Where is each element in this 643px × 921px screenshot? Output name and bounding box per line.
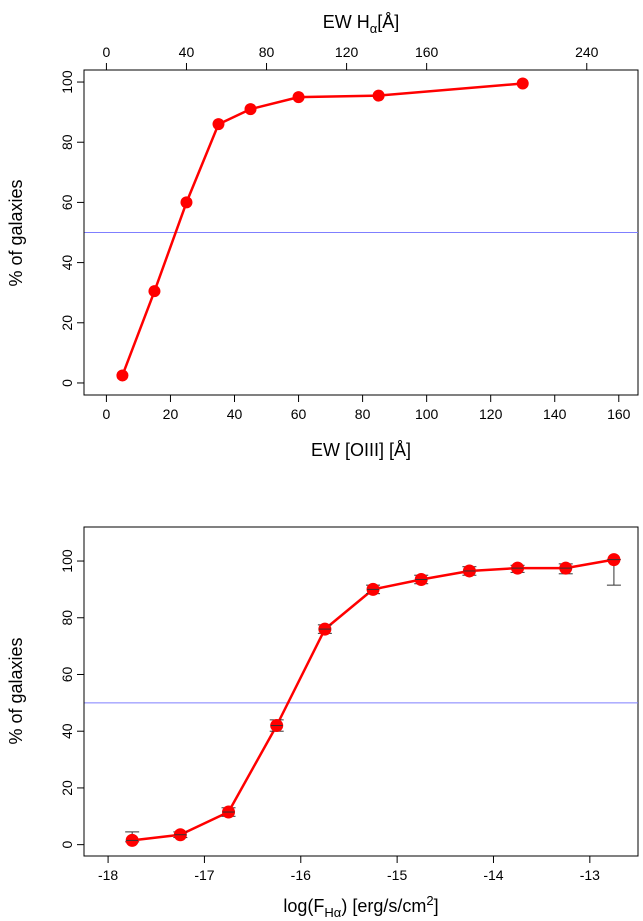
y-tick-label: 80 [59, 610, 75, 626]
x-tick-label: 100 [415, 406, 439, 422]
x-tick-label: -14 [483, 867, 503, 883]
top-y-ticks: 0 20 40 60 80 100 [59, 70, 85, 387]
x-tick-label: -13 [580, 867, 600, 883]
x-top-tick-label: 120 [335, 44, 359, 60]
y-tick-label: 100 [59, 70, 75, 94]
data-point [148, 285, 161, 298]
y-tick-label: 40 [59, 723, 75, 739]
y-tick-label: 80 [59, 134, 75, 150]
y-tick-label: 40 [59, 255, 75, 271]
data-point [244, 103, 257, 116]
y-tick-label: 100 [59, 549, 75, 573]
x-tick-label: 160 [607, 406, 631, 422]
top-series-points [116, 77, 529, 382]
x-tick-label: 0 [103, 406, 111, 422]
top-x-top-ticks: 0 40 80 120 160 240 [103, 44, 599, 71]
top-x-axis-title: EW [OIII] [Å] [311, 440, 411, 460]
bottom-series-line [132, 558, 615, 842]
bottom-error-bars [125, 559, 621, 843]
x-tick-label: 20 [163, 406, 179, 422]
x-tick-label: 60 [291, 406, 307, 422]
y-tick-label: 0 [59, 379, 75, 387]
bottom-y-axis-title: % of galaxies [6, 637, 26, 744]
x-tick-label: 80 [355, 406, 371, 422]
bottom-chart: -18 -17 -16 -15 -14 -13 0 20 40 60 80 100 log(FHα)… [6, 526, 639, 920]
y-tick-label: 60 [59, 666, 75, 682]
top-x-ticks: 0 20 40 60 80 100 120 140 160 [103, 394, 631, 422]
data-point [180, 196, 193, 209]
y-tick-label: 60 [59, 194, 75, 210]
bottom-y-ticks: 0 20 40 60 80 100 [59, 549, 85, 849]
bottom-plot-frame [83, 526, 639, 857]
x-tick-label: -18 [98, 867, 118, 883]
data-point [372, 89, 385, 102]
data-point [212, 118, 225, 131]
x-tick-label: 140 [543, 406, 567, 422]
x-top-tick-label: 240 [575, 44, 599, 60]
y-tick-label: 20 [59, 780, 75, 796]
data-point [516, 77, 529, 90]
x-tick-label: -16 [291, 867, 311, 883]
data-point [116, 369, 129, 382]
bottom-x-ticks: -18 -17 -16 -15 -14 -13 [98, 855, 600, 883]
y-tick-label: 0 [59, 841, 75, 849]
bottom-series-points [125, 553, 621, 847]
top-series-line [121, 82, 523, 376]
x-top-tick-label: 160 [415, 44, 439, 60]
data-point [292, 91, 305, 104]
x-top-tick-label: 0 [103, 44, 111, 60]
top-chart: 0 20 40 60 80 100 120 140 160 0 40 80 120 160 240 0 20… [6, 12, 639, 460]
x-tick-label: -17 [194, 867, 214, 883]
x-tick-label: 120 [479, 406, 503, 422]
x-top-tick-label: 40 [179, 44, 195, 60]
top-x-top-axis-title: EW Hα[Å] [323, 12, 400, 36]
y-tick-label: 20 [59, 315, 75, 331]
x-tick-label: -15 [387, 867, 407, 883]
top-y-axis-title: % of galaxies [6, 179, 26, 286]
x-top-tick-label: 80 [259, 44, 275, 60]
bottom-x-axis-title: log(FHα) [erg/s/cm2] [283, 893, 438, 920]
x-tick-label: 40 [227, 406, 243, 422]
